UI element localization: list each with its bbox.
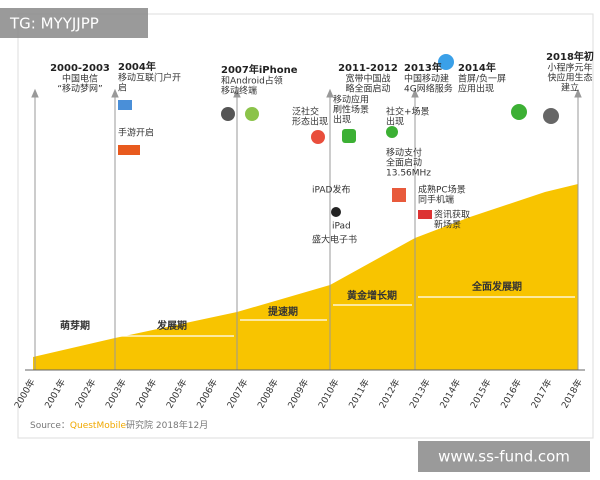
frame <box>17 13 594 439</box>
source: Source：QuestMobile研究院 2018年12月 <box>30 419 208 431</box>
source-brand: QuestMobile <box>70 421 127 431</box>
icon <box>245 107 259 121</box>
milestone-text: 移动终端 <box>221 85 257 97</box>
icon <box>342 129 356 143</box>
icon <box>392 188 406 202</box>
icon <box>221 107 235 121</box>
icon <box>311 130 325 144</box>
milestone-text: 启 <box>118 82 127 94</box>
event-text: iPAD发布 <box>312 184 350 196</box>
event-text: 社交+场景 <box>386 106 430 118</box>
event-text: 手游开启 <box>118 127 154 139</box>
milestone-title: 2007年iPhone <box>221 63 298 76</box>
milestone-text: 应用出现 <box>458 83 494 95</box>
milestone-text: 中国移动建 <box>404 73 449 85</box>
milestone-text: 建立 <box>561 82 579 94</box>
milestone-text: 中国电信 <box>62 73 98 85</box>
milestone-title: 2018年初 <box>546 50 594 63</box>
icons <box>118 54 559 219</box>
milestone-text: 略全面启动 <box>345 83 390 95</box>
event-text: 出现 <box>386 116 404 128</box>
icon <box>386 126 398 138</box>
milestone-title: 2014年 <box>458 61 496 74</box>
timeline-arrows <box>25 88 585 371</box>
milestone-text: 宽带中国战 <box>345 73 390 85</box>
event-text: 成熟PC场景 <box>418 184 466 196</box>
event-text: 盛大电子书 <box>312 234 357 246</box>
icon <box>331 207 341 217</box>
icon <box>118 100 132 110</box>
milestone-text: 移动互联门户开 <box>118 72 181 84</box>
phase-label: 萌芽期 <box>60 319 90 332</box>
event-text: 形态出现 <box>292 116 328 128</box>
event-text: 同手机端 <box>418 194 454 206</box>
icon <box>438 54 454 70</box>
phase-dividers <box>40 296 575 337</box>
phase-label: 发展期 <box>156 319 187 332</box>
event-text: 新场景 <box>434 219 461 231</box>
event-text: 全面启动 <box>386 157 422 169</box>
icon <box>543 108 559 124</box>
icon <box>118 145 140 155</box>
event-text: 移动支付 <box>386 147 422 159</box>
milestone-text: 快应用生态 <box>547 72 592 84</box>
growth-area <box>33 184 578 370</box>
milestone-text: 4G网络服务 <box>404 83 453 95</box>
milestone-text: 和Android占领 <box>221 75 283 87</box>
milestone-text: 首屏/负一屏 <box>458 73 506 85</box>
phase-label: 黄金增长期 <box>347 289 397 302</box>
icon <box>418 210 432 219</box>
phase-label: 提速期 <box>268 305 298 318</box>
watermark-box <box>0 8 148 38</box>
source-suffix: 研究院 2018年12月 <box>126 419 208 431</box>
milestone-text: 小程序元年 <box>547 62 592 74</box>
watermark: TG: MYYJJPP <box>9 15 99 33</box>
milestone-title: 2011-2012 <box>338 63 398 74</box>
event-text: 资讯获取 <box>434 210 470 221</box>
source-prefix: Source： <box>30 421 70 431</box>
watermark: www.ss-fund.com <box>438 448 570 466</box>
phase-label: 全面发展期 <box>471 280 522 293</box>
icon <box>511 104 527 120</box>
milestone-title: 2004年 <box>118 60 156 73</box>
milestone-title: 2013年 <box>404 61 442 74</box>
milestone-title: 2000-2003 <box>50 63 110 74</box>
milestone-text: “移动梦网” <box>57 83 102 95</box>
event-text: 刷性场景 <box>333 104 369 116</box>
event-text: 13.56MHz <box>386 169 431 179</box>
event-text: 出现 <box>333 114 351 126</box>
event-text: 移动应用 <box>333 94 369 106</box>
event-text: 泛社交 <box>292 106 319 118</box>
event-text: iPad <box>332 222 351 232</box>
watermark-box <box>418 441 590 472</box>
